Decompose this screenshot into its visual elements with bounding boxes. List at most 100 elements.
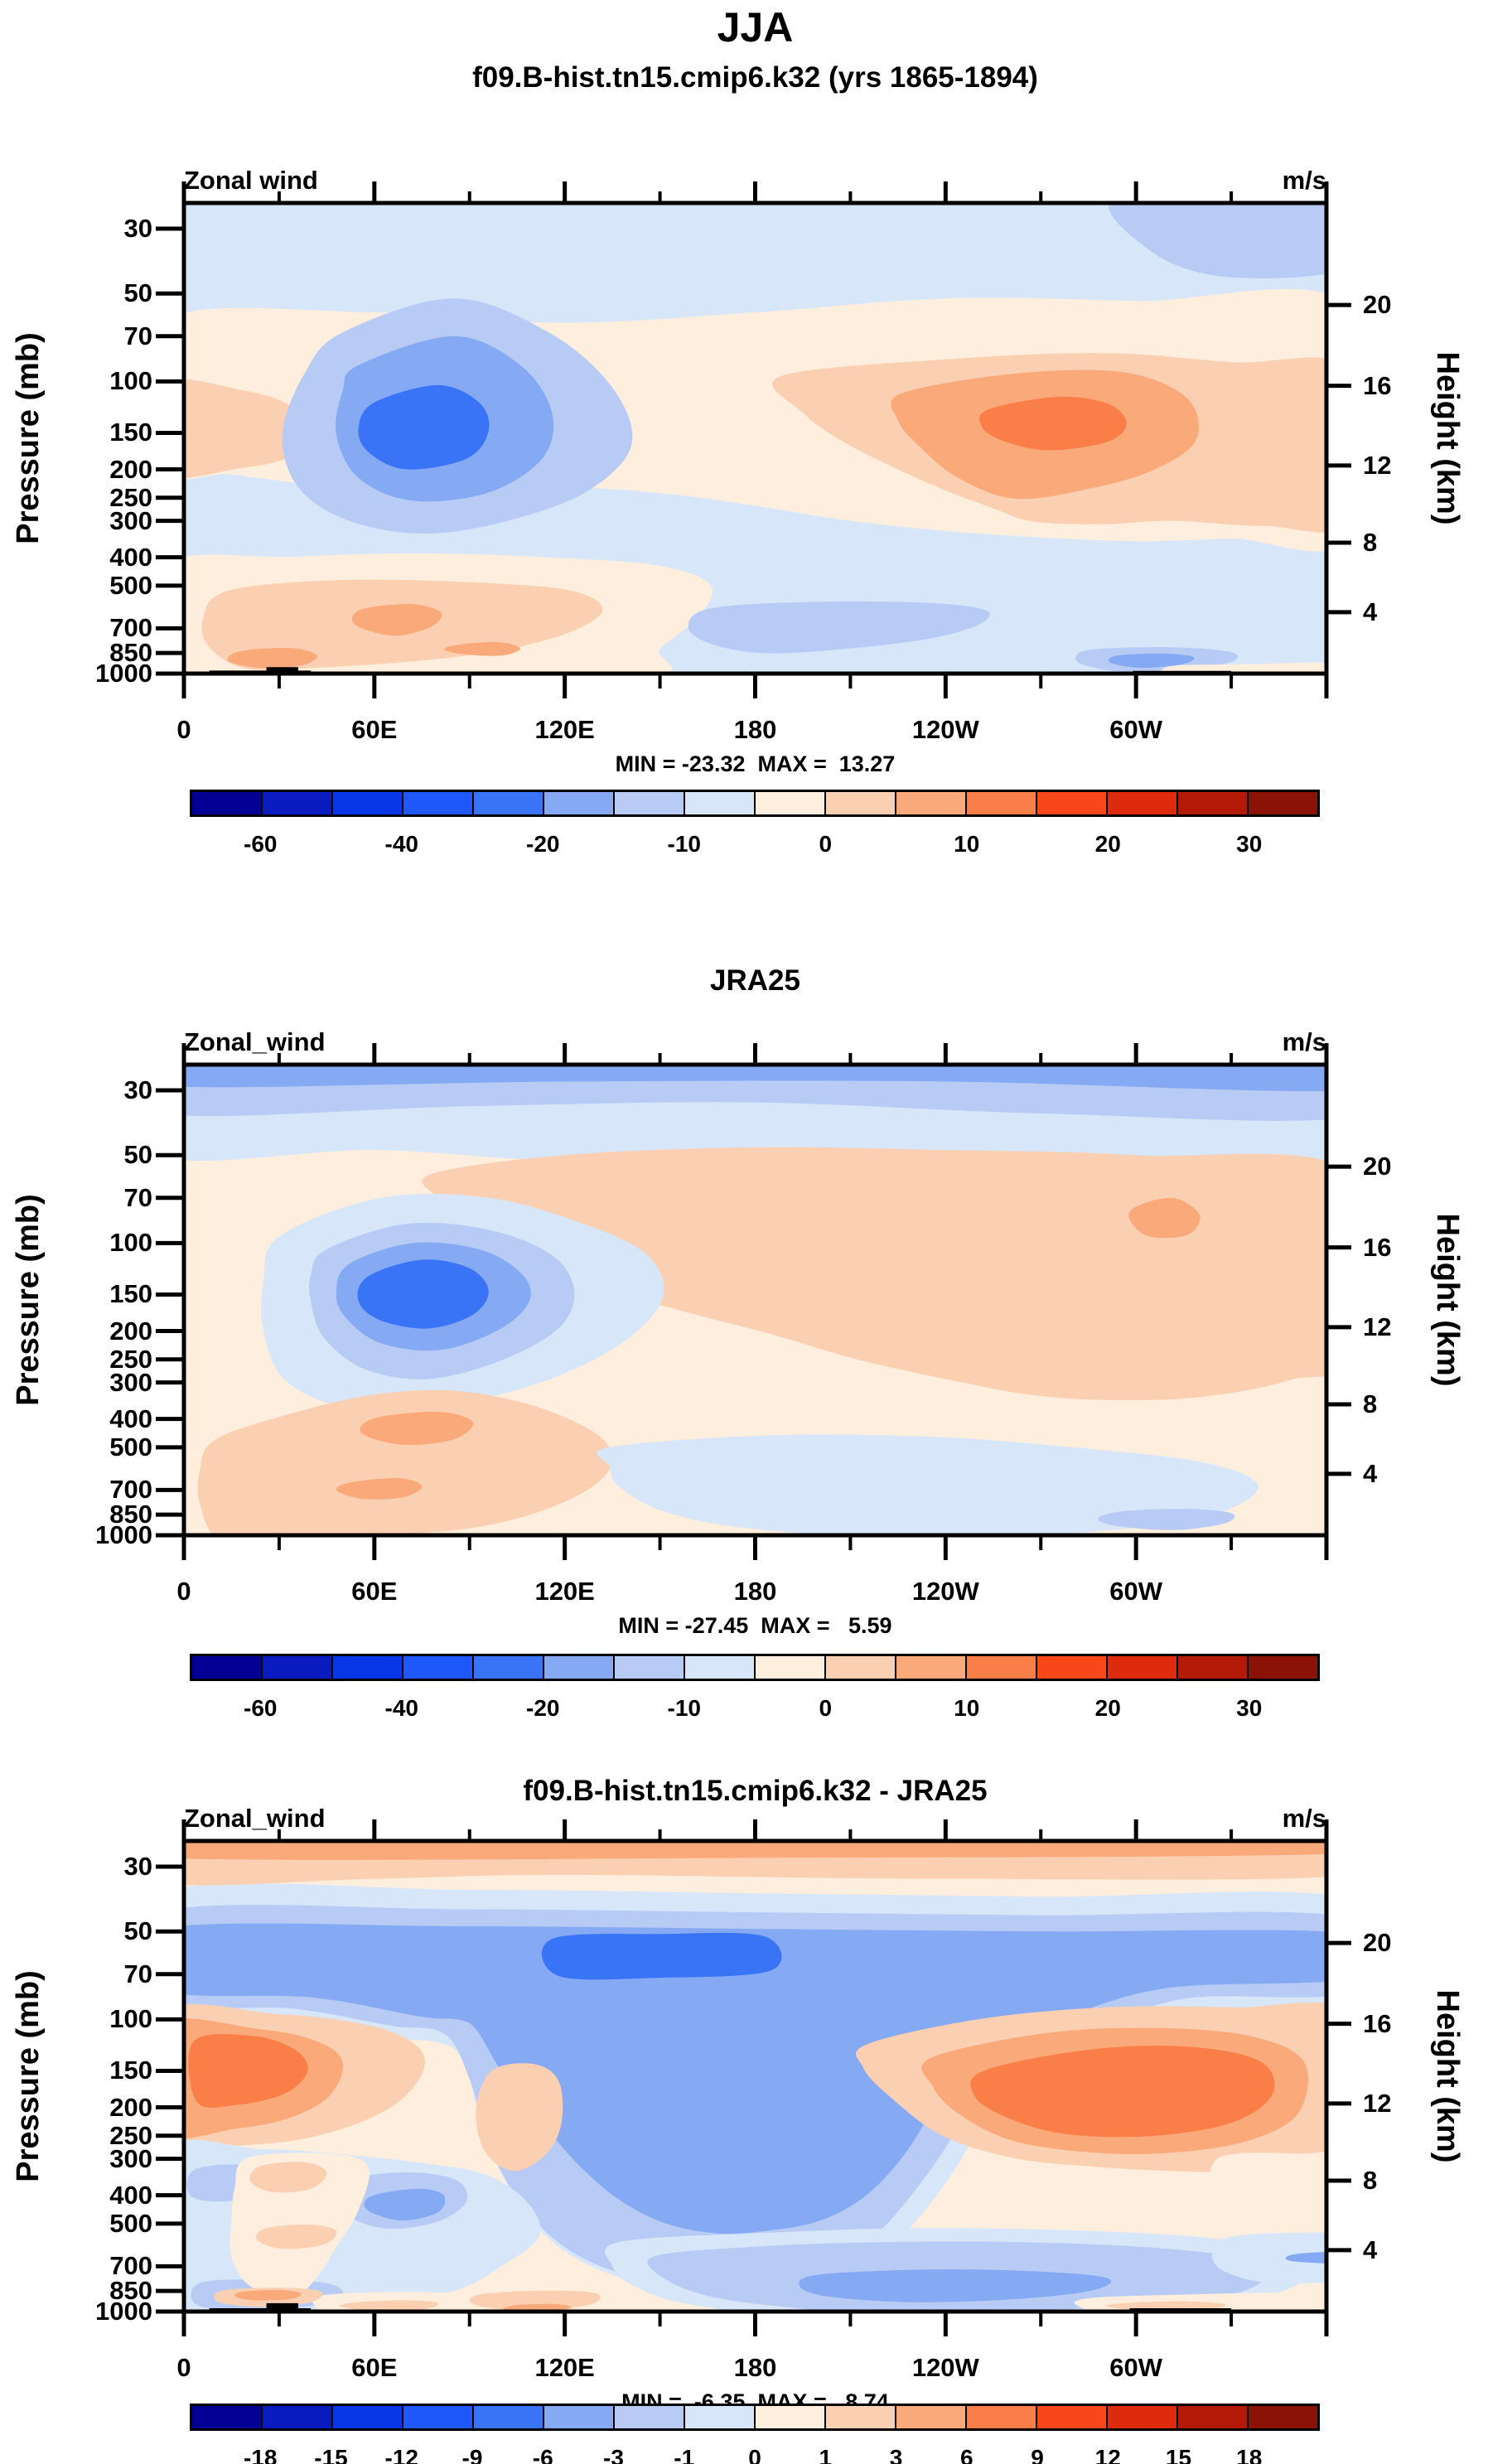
colorbar-tick-label: 15 — [1165, 2445, 1192, 2464]
contour-region — [360, 1411, 474, 1446]
contour-region — [227, 647, 318, 669]
colorbar-segment — [474, 1656, 544, 1679]
colorbar-segment — [474, 2406, 544, 2428]
pressure-tick-label: 300 — [109, 2143, 152, 2173]
contour-region — [336, 1478, 423, 1500]
page-title: JJA — [717, 4, 794, 51]
panel-title-jra25: JRA25 — [710, 964, 800, 997]
colorbar-segment — [1037, 2406, 1108, 2428]
colorbar-segment — [1178, 792, 1249, 814]
longitude-tick-label: 180 — [733, 2353, 777, 2382]
colorbar-tick-label: 0 — [748, 2445, 761, 2464]
colorbar-tick-label: -15 — [314, 2445, 348, 2464]
field-label: Zonal_wind — [184, 1027, 326, 1056]
contour-region — [234, 2289, 302, 2301]
colorbar-segment — [474, 792, 544, 814]
colorbar — [190, 790, 1320, 817]
colorbar-tick-label: 0 — [819, 1695, 833, 1721]
colorbar-tick-label: 6 — [959, 2445, 973, 2464]
pressure-tick-label: 1000 — [95, 1520, 152, 1549]
contour-region — [799, 2269, 1112, 2302]
height-axis-title: Height (km) — [1430, 1213, 1465, 1387]
colorbar-segment — [1178, 1656, 1249, 1679]
colorbar-segment — [1249, 2406, 1317, 2428]
contour-region — [351, 603, 442, 636]
height-tick-label: 16 — [1363, 2008, 1392, 2038]
longitude-tick-label: 120W — [911, 1577, 979, 1606]
pressure-tick-label: 250 — [109, 1344, 152, 1374]
colorbar-segment — [333, 792, 403, 814]
height-tick-label: 20 — [1363, 1928, 1392, 1958]
colorbar-segment — [1108, 792, 1178, 814]
colorbar-tick-label: -40 — [384, 831, 418, 857]
pressure-axis-title: Pressure (mb) — [11, 332, 46, 544]
contour-region — [357, 1259, 489, 1329]
contour-region — [188, 2034, 308, 2108]
contour-region — [364, 2188, 446, 2221]
longitude-tick-label: 0 — [176, 2353, 191, 2382]
pressure-tick-label: 1000 — [95, 2297, 152, 2326]
pressure-tick-label: 500 — [109, 2208, 152, 2238]
colorbar-segment — [403, 1656, 474, 1679]
colorbar-segment — [544, 792, 615, 814]
pressure-tick-label: 850 — [109, 638, 152, 668]
height-tick-label: 4 — [1363, 597, 1378, 626]
pressure-tick-label: 700 — [109, 2251, 152, 2281]
pressure-tick-label: 400 — [109, 542, 152, 572]
colorbar-segment — [263, 792, 333, 814]
contour-region — [469, 2290, 601, 2311]
contour-region — [184, 1065, 1326, 1092]
contour-plot-panel-0 — [156, 181, 1351, 698]
contour-region — [970, 2046, 1275, 2138]
colorbar-segment — [826, 2406, 896, 2428]
colorbar-segment — [826, 1656, 896, 1679]
contour-region — [1106, 2301, 1226, 2311]
colorbar-segment — [756, 2406, 826, 2428]
pressure-tick-label: 850 — [109, 1500, 152, 1529]
colorbar-segment — [544, 2406, 615, 2428]
contour-region — [1128, 1197, 1201, 1239]
pressure-tick-label: 150 — [109, 2056, 152, 2085]
contour-region — [249, 2162, 327, 2193]
longitude-tick-label: 120E — [534, 715, 595, 744]
longitude-tick-label: 0 — [176, 715, 191, 744]
height-tick-label: 20 — [1363, 1152, 1392, 1181]
colorbar — [190, 1654, 1320, 1681]
longitude-tick-label: 60E — [351, 715, 398, 744]
colorbar-segment — [263, 1656, 333, 1679]
colorbar-tick-label: -60 — [244, 1695, 278, 1721]
contour-region — [184, 1841, 1326, 1860]
colorbar-segment — [685, 2406, 756, 2428]
panel-title-model: f09.B-hist.tn15.cmip6.k32 (yrs 1865-1894… — [472, 61, 1038, 94]
colorbar-tick-label: -12 — [384, 2445, 418, 2464]
contour-plot-panel-2 — [156, 1819, 1351, 2336]
pressure-tick-label: 300 — [109, 505, 152, 535]
colorbar-tick-label: -1 — [674, 2445, 695, 2464]
colorbar-segment — [1037, 1656, 1108, 1679]
colorbar-segment — [263, 2406, 333, 2428]
colorbar-tick-label: 20 — [1094, 1695, 1121, 1721]
contour-region — [184, 1923, 1326, 2235]
colorbar-tick-label: -10 — [667, 831, 701, 857]
pressure-tick-label: 300 — [109, 1367, 152, 1397]
field-label: Zonal_wind — [184, 1804, 326, 1833]
contour-region — [476, 2063, 563, 2172]
longitude-tick-label: 120W — [911, 2353, 979, 2382]
contour-region — [979, 396, 1127, 451]
pressure-tick-label: 400 — [109, 2180, 152, 2210]
colorbar-segment — [1037, 792, 1108, 814]
colorbar-segment — [967, 792, 1037, 814]
colorbar — [190, 2404, 1320, 2431]
contour-region — [256, 2224, 337, 2249]
minmax-label: MIN = -23.32 MAX = 13.27 — [615, 751, 896, 776]
pressure-tick-label: 250 — [109, 482, 152, 512]
colorbar-segment — [896, 2406, 967, 2428]
contour-region — [688, 601, 990, 654]
colorbar-segment — [333, 2406, 403, 2428]
pressure-tick-label: 250 — [109, 2120, 152, 2150]
colorbar-segment — [826, 792, 896, 814]
height-tick-label: 8 — [1363, 2166, 1378, 2196]
contour-region — [1285, 2252, 1326, 2263]
colorbar-tick-label: -20 — [526, 1695, 560, 1721]
colorbar-segment — [1178, 2406, 1249, 2428]
